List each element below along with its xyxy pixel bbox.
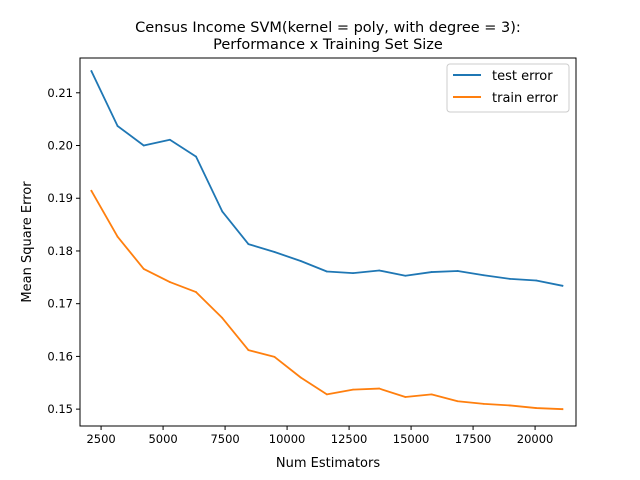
x-tick-label: 17500 [455,432,492,446]
data-point-test-error [561,284,564,287]
x-axis-label: Num Estimators [276,456,380,471]
data-point-test-error [90,70,93,73]
data-point-test-error [247,243,250,246]
axis-ticks: 2500 5000 7500 10000 12500 15000 17500 20000 0.1… [47,86,553,446]
axes-frame [79,57,577,427]
x-tick-label: 20000 [517,432,554,446]
data-point-test-error [221,210,224,213]
data-point-train-error [509,404,511,407]
data-point-train-error [430,393,433,396]
data-point-test-error [482,274,485,277]
data-point-test-error [509,278,511,280]
x-tick-label: 5000 [148,432,177,446]
data-point-test-error [456,270,459,272]
data-point-test-error [535,279,538,282]
chart-title-line-2: Performance x Training Set Size [213,37,443,53]
y-tick-label: 0.17 [47,297,73,311]
chart-title-line-1: Census Income SVM(kernel = poly, with de… [135,20,521,36]
data-point-train-error [535,407,538,409]
data-point-test-error [325,270,328,273]
x-tick-label: 2500 [86,432,115,446]
y-tick-label: 0.21 [47,86,73,100]
legend: test error train error [446,63,570,113]
y-tick-label: 0.19 [47,191,73,205]
data-point-train-error [299,376,302,379]
data-point-train-error [482,402,485,405]
y-tick-label: 0.20 [47,139,73,153]
y-axis-label: Mean Square Error [20,181,35,303]
x-tick-label: 7500 [210,432,239,446]
data-point-train-error [169,281,171,283]
data-point-train-error [352,388,354,391]
y-tick-label: 0.16 [47,349,73,363]
x-tick-label: 10000 [269,432,306,446]
data-point-test-error [116,125,119,127]
data-point-train-error [195,291,197,293]
data-point-train-error [378,387,381,390]
y-tick-label: 0.18 [47,244,73,258]
data-point-test-error [404,274,407,277]
data-point-train-error [325,393,328,396]
data-point-train-error [90,189,93,192]
data-point-test-error [378,269,381,272]
data-point-train-error [116,235,119,238]
data-point-test-error [299,260,302,262]
legend-label-test-error: test error [492,69,553,84]
data-point-test-error [273,251,276,253]
data-point-train-error [142,267,145,270]
data-point-test-error [169,138,171,141]
data-point-train-error [273,356,276,358]
data-point-train-error [456,400,459,403]
plot-area [90,69,564,411]
x-tick-label: 12500 [331,432,368,446]
x-tick-label: 15000 [393,432,430,446]
data-point-train-error [561,408,564,411]
data-point-test-error [352,272,354,275]
data-point-test-error [142,144,145,147]
data-point-test-error [195,155,197,158]
data-point-train-error [404,396,407,398]
y-tick-label: 0.15 [47,402,73,416]
data-point-train-error [247,349,250,351]
data-point-test-error [430,271,433,273]
legend-label-train-error: train error [492,91,559,106]
data-point-train-error [221,317,224,319]
